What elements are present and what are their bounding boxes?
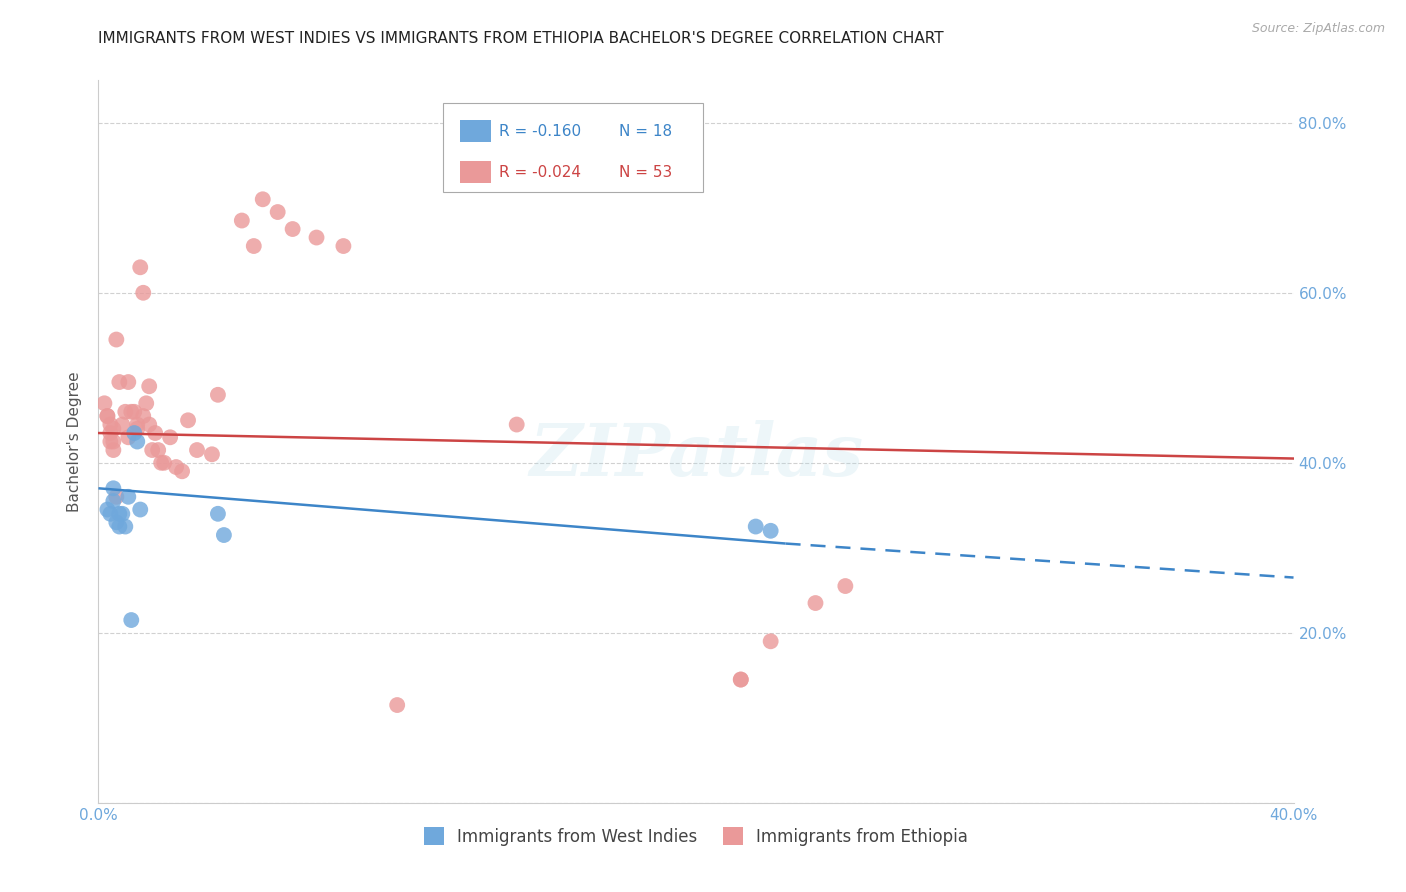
Point [93,396,115,410]
Point [114,405,136,419]
Point [159,430,181,444]
Point [243,239,266,253]
Point [127,417,149,432]
Point [127,422,149,436]
Point [105,516,128,530]
Point [103,434,125,449]
Point [186,443,208,458]
Point [165,460,187,475]
Point [207,388,229,402]
Point [135,396,157,410]
Point [143,425,166,440]
Point [108,519,131,533]
Point [804,596,827,610]
Point [127,434,149,449]
Point [103,443,125,458]
Point [281,222,304,236]
Text: Source: ZipAtlas.com: Source: ZipAtlas.com [1251,22,1385,36]
Point [759,524,782,538]
Point [114,519,136,533]
Point [98,434,122,449]
Point [129,502,152,516]
Text: R = -0.024: R = -0.024 [499,165,581,179]
Point [267,205,290,219]
Point [105,333,128,347]
Point [96,502,118,516]
Point [231,213,253,227]
Point [138,379,160,393]
Text: ZIPatlas: ZIPatlas [529,420,863,491]
Point [138,417,160,432]
Point [506,417,529,432]
Text: R = -0.160: R = -0.160 [499,124,581,138]
Point [150,456,173,470]
Point [120,405,142,419]
Point [207,507,229,521]
Point [177,413,200,427]
Point [98,417,122,432]
Point [108,375,131,389]
Point [132,409,155,423]
Point [252,192,274,206]
Point [730,673,752,687]
Point [148,443,170,458]
Point [745,519,768,533]
Point [117,490,139,504]
Point [98,425,122,440]
Point [212,528,235,542]
Point [111,507,134,521]
Text: N = 18: N = 18 [619,124,672,138]
Point [117,430,139,444]
Point [96,409,118,423]
Point [108,507,131,521]
Point [141,443,163,458]
Point [98,507,122,521]
Point [332,239,354,253]
Point [124,425,146,440]
Point [120,613,142,627]
Point [124,405,146,419]
Point [834,579,856,593]
Point [129,260,152,275]
Point [103,481,125,495]
Point [117,375,139,389]
Point [730,673,752,687]
Point [96,409,118,423]
Point [759,634,782,648]
Point [385,698,409,712]
Point [103,494,125,508]
Text: N = 53: N = 53 [619,165,672,179]
Text: IMMIGRANTS FROM WEST INDIES VS IMMIGRANTS FROM ETHIOPIA BACHELOR'S DEGREE CORREL: IMMIGRANTS FROM WEST INDIES VS IMMIGRANT… [98,31,943,46]
Point [305,230,328,244]
Legend: Immigrants from West Indies, Immigrants from Ethiopia: Immigrants from West Indies, Immigrants … [418,821,974,852]
Point [201,447,224,461]
Point [105,490,128,504]
Point [111,417,134,432]
Y-axis label: Bachelor's Degree: Bachelor's Degree [67,371,83,512]
Point [550,136,572,151]
Point [132,285,155,300]
Point [103,422,125,436]
Point [172,464,194,478]
Point [153,456,176,470]
